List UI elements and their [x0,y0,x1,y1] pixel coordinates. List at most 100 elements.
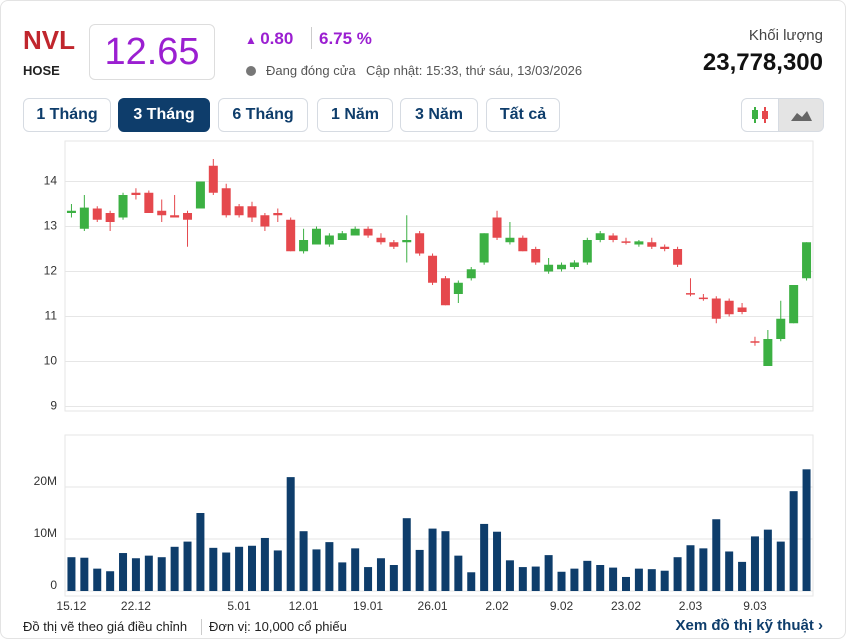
candle-body [479,233,489,263]
candle-body [131,192,141,195]
x-tick-label: 15.12 [56,599,86,613]
volume-bar [750,536,759,591]
y-tick-label: 10M [34,526,57,540]
volume-bar [235,546,244,591]
volume-bar [505,560,514,591]
candle-body [634,241,644,245]
candle-body [324,235,334,245]
footer-unit: Đơn vị: 10,000 cổ phiếu [209,619,347,634]
x-tick-label: 19.01 [353,599,383,613]
status-dot [246,66,256,76]
range-button[interactable]: 6 Tháng [218,98,308,132]
y-tick-label: 10 [44,354,58,368]
volume-bar [222,552,231,591]
change-value: 0.80 [260,29,294,48]
volume-bar [776,541,785,591]
tech-link[interactable]: Xem đồ thị kỹ thuật › [675,617,823,634]
candle-body [208,165,218,193]
candle-body [105,213,115,222]
x-tick-label: 5.01 [227,599,251,613]
volume-bar [609,567,618,591]
candle-body [286,219,296,252]
volume-bar [248,545,256,591]
candle-body [221,188,231,216]
range-button[interactable]: 1 Năm [317,98,393,132]
volume-bar [93,568,102,591]
volume-bar [338,562,347,591]
volume-bar [622,576,630,591]
candle-body [544,264,554,272]
candle-body [737,307,747,312]
x-tick-label: 22.12 [121,599,151,613]
candle-body [531,249,541,263]
candle-body [299,240,309,252]
x-tick-label: 2.02 [485,599,509,613]
x-tick-label: 12.01 [289,599,319,613]
volume-bar [312,549,321,591]
candle-body [557,264,567,270]
range-button[interactable]: 3 Năm [400,98,478,132]
volume-bar [273,550,282,591]
volume-bar [402,518,411,591]
volume-bar [376,558,385,591]
candle-body [505,237,515,243]
x-tick-label: 23.02 [611,599,641,613]
candle-body [376,237,386,243]
candle-body [724,300,734,315]
candle-body [763,339,773,366]
volume-bar [389,565,398,591]
updated: Cập nhật: 15:33, thứ sáu, 13/03/2026 [366,63,583,78]
candle-body [685,293,695,295]
volume-bar [493,531,502,591]
candle-icon [752,107,768,123]
range-button[interactable]: Tất cả [486,98,560,132]
candle-body [750,341,760,343]
candle-body [660,246,670,249]
volume: 23,778,300 [702,49,823,76]
range-button[interactable]: 1 Tháng [23,98,111,132]
candle-body [569,262,579,267]
volume-bar [660,570,669,591]
y-tick-label: 12 [44,264,58,278]
candle-body [608,235,618,240]
candle-body [440,278,450,306]
volume-bar [260,537,269,591]
volume-bar [544,555,553,591]
volume-bar [583,560,592,591]
volume-bar [325,542,334,591]
volume-bar [557,571,566,591]
volume-frame [64,434,814,597]
candle-body [621,241,631,243]
area-toggle[interactable] [778,98,824,132]
candle-body [157,210,167,216]
volume-bar [570,568,579,591]
range-button[interactable]: 3 Tháng [118,98,210,132]
volume-bar [789,491,798,591]
candle-body [66,210,76,213]
symbol: NVL [23,25,75,55]
volume-bar [157,557,166,591]
candle-body [582,240,592,263]
candle-body [273,213,283,216]
candle-body [389,242,399,247]
candle-body [711,298,721,319]
volume-bar [763,529,772,591]
change: ▲ 0.80 [245,29,294,48]
volume-bar [738,561,747,591]
volume-bar [725,551,734,591]
volume-label: Khối lượng [748,27,823,44]
volume-bar [673,557,682,591]
volume-bar [106,571,115,591]
candle-body [698,297,708,300]
candle-body [776,318,786,339]
volume-bar [802,469,811,591]
status: Đang đóng cửa [266,63,356,78]
y-tick-label: 11 [45,309,58,323]
candle-body [311,228,321,245]
candle-body [595,233,605,240]
candle-body [350,228,360,236]
divider [311,27,312,49]
y-tick-label: 14 [44,174,58,188]
y-tick-label: 9 [50,399,57,413]
